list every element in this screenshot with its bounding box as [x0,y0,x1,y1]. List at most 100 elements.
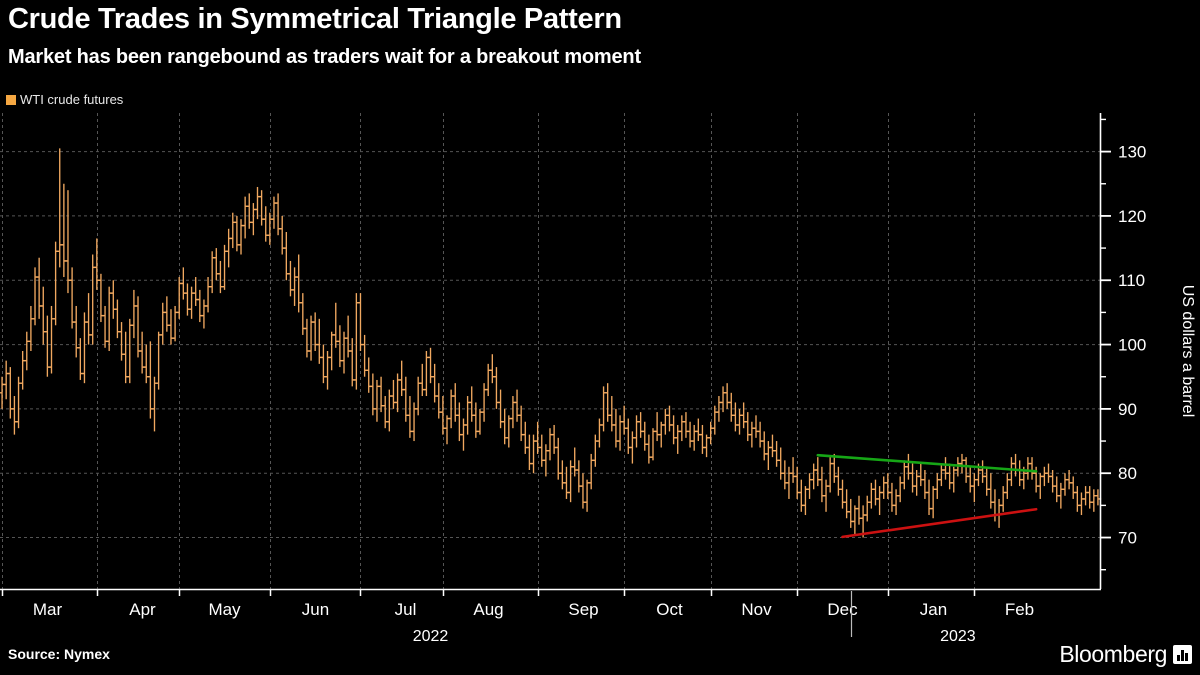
ohlc-bar [1057,482,1065,509]
ohlc-bar [1053,476,1060,503]
ohlc-bar [287,260,294,297]
ohlc-bar [291,267,298,306]
page-title: Crude Trades in Symmetrical Triangle Pat… [8,3,622,35]
ohlc-bar [662,408,669,435]
ohlc-bar [1070,476,1077,499]
ohlc-bar [52,241,59,326]
ohlc-bar [971,473,978,503]
ohlc-bar [501,408,508,445]
ohlc-bar [27,305,35,351]
ohlc-bar [1024,457,1032,480]
legend-label: WTI crude futures [20,92,124,107]
ohlc-bar [633,415,640,448]
ohlc-bar [699,424,706,454]
ohlc-bar [917,463,924,487]
y-axis-tick-label: 130 [1118,143,1146,162]
ohlc-bar [550,424,558,454]
ohlc-bar [534,421,541,454]
ohlc-bar [110,280,117,319]
ohlc-bar [822,479,830,512]
ohlc-bar [625,418,632,454]
ohlc-bar [864,495,871,522]
ohlc-bar [728,392,735,422]
ohlc-bar [398,360,405,397]
ohlc-bar [505,415,513,448]
ohlc-bar [233,215,241,252]
ohlc-bar [1008,457,1015,487]
ohlc-bar [592,434,599,467]
ohlc-bar [831,453,838,483]
ohlc-bar [690,424,698,451]
ohlc-bar [563,466,570,499]
ohlc-bar [357,293,364,351]
ohlc-bar [217,260,224,294]
ohlc-bar [678,415,686,442]
y-axis-tick-label: 120 [1118,207,1146,226]
ohlc-bar [204,277,212,313]
ohlc-bar [896,476,904,503]
ohlc-bar [682,412,690,438]
ohlc-bar [769,434,776,458]
ohlc-bar [814,457,821,487]
ohlc-bar [670,415,677,445]
ohlc-bar [962,457,970,483]
ohlc-bar [810,463,817,490]
x-axis-tick-label: Nov [741,600,772,619]
ohlc-bar [35,257,43,319]
x-axis-tick-label: Jul [395,600,417,619]
ohlc-bar [105,286,113,351]
ohlc-bar [225,228,232,268]
ohlc-bar [798,479,805,512]
ohlc-bar [921,470,929,499]
x-axis-tick-label: Feb [1005,600,1034,619]
ohlc-bar [761,431,768,461]
ohlc-bar [587,453,595,490]
ohlc-bar [571,447,578,477]
ohlc-bar [909,463,916,493]
y-axis-tick-label: 100 [1118,336,1146,355]
support-trendline [841,507,1038,539]
ohlc-bar [756,421,764,448]
ohlc-bar [262,206,269,242]
x-axis-tick-label: May [208,600,241,619]
ohlc-bar [200,299,208,329]
ohlc-bar [266,212,274,245]
bloomberg-wordmark: Bloomberg [1059,641,1167,667]
y-axis-tick-label: 70 [1118,529,1137,548]
ohlc-bar [934,473,941,499]
x-axis-tick-label: Jan [920,600,947,619]
ohlc-bar [777,447,784,480]
ohlc-bar [180,267,187,300]
ohlc-bar [155,331,162,390]
ohlc-bar [522,421,529,454]
ohlc-bar [723,383,731,409]
ohlc-bar [736,408,743,435]
ohlc-bar [1078,492,1085,516]
ohlc-bar [328,331,335,371]
ohlc-bar [97,273,105,323]
x-axis-tick-label: Oct [656,600,683,619]
ohlc-bar [295,254,302,313]
ohlc-bar [785,466,793,499]
ohlc-bar [987,473,995,509]
ohlc-bar [967,466,974,493]
bloomberg-logo-icon [1173,644,1192,664]
ohlc-bar [942,457,949,480]
ohlc-bar [2,360,10,400]
ohlc-bar [229,212,236,249]
ohlc-bar [130,289,138,339]
ohlc-bar [353,293,360,390]
ohlc-bar [419,363,426,397]
ohlc-bar [620,405,628,435]
ohlc-bar [880,476,887,499]
ohlc-bar [468,386,475,422]
chart-legend: WTI crude futures [6,92,123,108]
ohlc-bar [460,418,467,451]
ohlc-bar [147,341,154,419]
ohlc-bar [365,357,372,393]
bloomberg-branding: Bloomberg [1059,642,1192,666]
ohlc-bar [748,421,756,448]
ohlc-bar [649,428,657,461]
